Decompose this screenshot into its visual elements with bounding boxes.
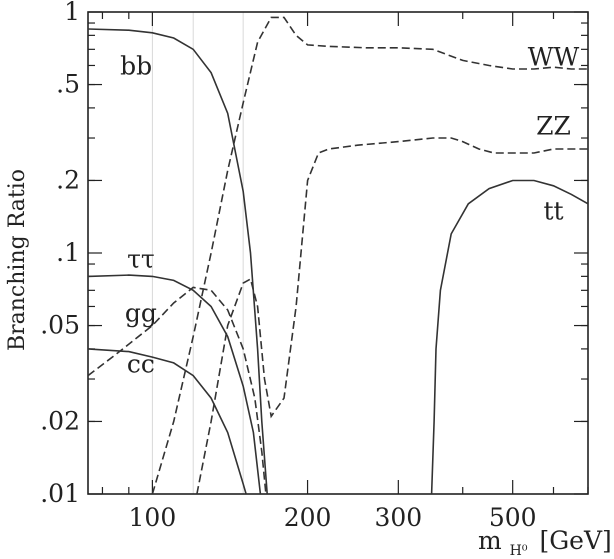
series-line-1 [88, 274, 262, 494]
x-axis-label-unit: [GeV] [539, 526, 611, 555]
series-line-0 [88, 28, 268, 494]
curves [88, 16, 588, 494]
plot-frame [87, 11, 589, 495]
y-tick-label: .5 [56, 70, 80, 99]
x-axis-label-sub: H⁰ [510, 543, 528, 559]
y-tick-label: .2 [56, 165, 80, 194]
series-line-2 [88, 348, 247, 494]
series-label-2: cc [127, 349, 155, 378]
series-line-5 [196, 137, 588, 494]
x-tick-label: 100 [129, 503, 177, 532]
series-label-6: tt [543, 196, 563, 225]
series-line-4 [151, 16, 588, 494]
series-label-4: WW [528, 42, 580, 71]
series-label-5: ZZ [536, 112, 571, 141]
x-tick-label: 500 [489, 503, 537, 532]
y-tick-label: .1 [56, 238, 80, 267]
x-axis-label-main: m [478, 526, 502, 555]
series-label-3: gg [125, 298, 157, 327]
series-label-1: ττ [127, 245, 155, 274]
y-tick-label: .05 [40, 311, 80, 340]
series-labels: bb ττ cc gg WW ZZ tt [120, 42, 579, 378]
ticks: 1 .5 .2 .1 .05 .02 .01 100 200 300 500 [40, 0, 589, 532]
x-axis-label: m H⁰ [GeV] [478, 526, 612, 559]
x-tick-label: 300 [374, 503, 422, 532]
y-tick-label: .02 [40, 406, 80, 435]
series-label-0: bb [120, 52, 152, 81]
series-line-6 [430, 179, 588, 494]
axes [87, 11, 589, 495]
y-tick-label: .01 [40, 479, 80, 508]
series-line-3 [88, 286, 267, 494]
x-tick-label: 200 [284, 503, 332, 532]
y-axis-label: Branching Ratio [5, 169, 30, 351]
y-tick-label: 1 [64, 0, 80, 26]
